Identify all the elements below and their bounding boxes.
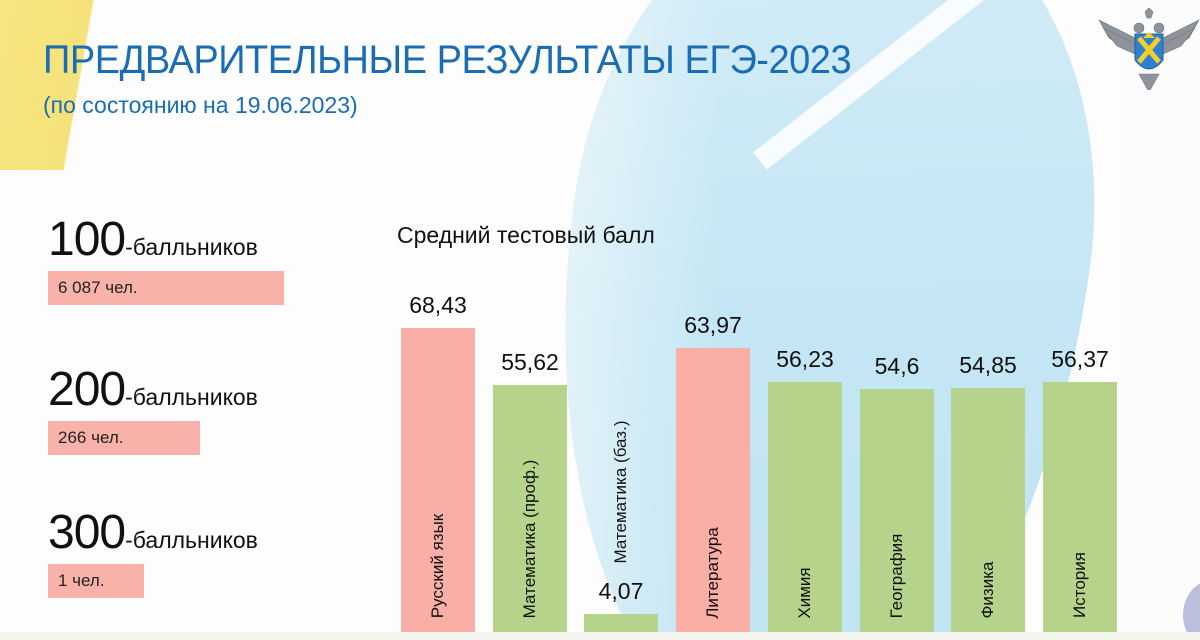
bar-value-label: 68,43 — [409, 292, 467, 318]
bar-value-label: 63,97 — [684, 311, 742, 338]
stat-count-badge: 1 чел. — [48, 564, 144, 598]
bar — [860, 389, 934, 632]
bar-category-label: Математика (баз.) — [611, 420, 630, 564]
rosobrnadzor-eagle-emblem-icon — [1095, 7, 1200, 93]
bar-group: 54,85 Физика — [951, 0, 1025, 632]
bar-group: 4,07 Математика (баз.) — [584, 0, 658, 632]
stat-300-ballers: 300-балльников 1 чел. — [48, 505, 258, 598]
background-bottom-band — [0, 632, 1200, 640]
bar-value-label: 56,37 — [1051, 345, 1109, 372]
bar-category-label: География — [887, 533, 906, 618]
bar-category-label: История — [1070, 552, 1089, 618]
bar-group: 54,6 География — [860, 0, 934, 632]
bar-value-label: 56,23 — [776, 346, 834, 373]
stat-suffix: -балльников — [125, 527, 258, 553]
bar-category-label: Химия — [795, 566, 814, 619]
bar-category-label: Русский язык — [428, 513, 447, 619]
stat-suffix: -балльников — [125, 234, 258, 260]
bar-group: 68,43 Русский язык — [401, 0, 475, 632]
stat-number: 300 — [48, 506, 126, 559]
bar — [584, 613, 658, 632]
stat-count-badge: 6 087 чел. — [48, 271, 284, 305]
bar — [676, 347, 750, 632]
bar-value-label: 4,07 — [598, 577, 644, 604]
bar — [1043, 381, 1117, 632]
page-title: ПРЕДВАРИТЕЛЬНЫЕ РЕЗУЛЬТАТЫ ЕГЭ-2023 — [43, 38, 852, 82]
stat-200-ballers: 200-балльников 266 чел. — [48, 362, 258, 455]
background-right-panel — [1120, 0, 1200, 640]
chart-title: Средний тестовый балл — [397, 222, 655, 248]
page-subtitle: (по состоянию на 19.06.2023) — [43, 92, 358, 118]
bar — [401, 328, 475, 632]
bar-value-label: 54,85 — [959, 352, 1017, 379]
bar — [951, 388, 1025, 632]
stat-100-ballers: 100-балльников 6 087 чел. — [48, 212, 284, 305]
stat-number: 200 — [48, 363, 126, 416]
bar-group: 55,62 Математика (проф.) — [493, 0, 567, 632]
stat-number: 100 — [48, 213, 126, 266]
bar-category-label: Литература — [703, 526, 722, 619]
bar-value-label: 55,62 — [501, 348, 559, 375]
bar — [768, 382, 842, 632]
bar-category-label: Математика (проф.) — [520, 459, 539, 618]
bar-group: 63,97 Литература — [676, 0, 750, 632]
bar-category-label: Физика — [978, 561, 997, 618]
bar-group: 56,23 Химия — [768, 0, 842, 632]
stat-suffix: -балльников — [125, 384, 258, 410]
bar-value-label: 54,6 — [874, 353, 920, 380]
bar — [493, 384, 567, 632]
background-corner-circle — [1183, 580, 1200, 640]
bar-group: 56,37 История — [1043, 0, 1117, 632]
stat-count-badge: 266 чел. — [48, 421, 200, 455]
